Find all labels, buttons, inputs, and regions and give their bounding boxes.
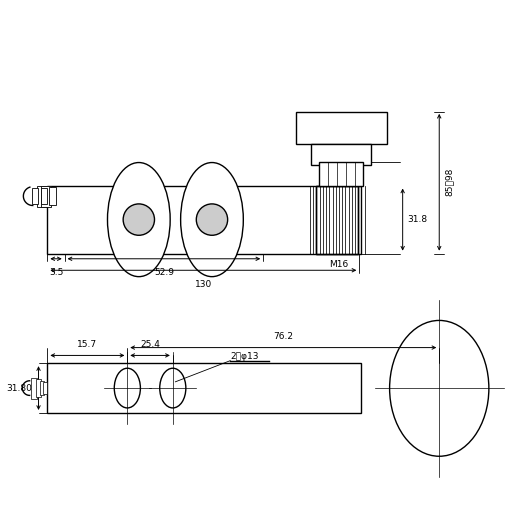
Bar: [43, 382, 47, 394]
Ellipse shape: [390, 320, 489, 456]
Bar: [319, 162, 364, 186]
Text: 25.4: 25.4: [140, 340, 160, 349]
Bar: [41, 186, 50, 206]
Bar: [37, 186, 47, 206]
Text: 3.5: 3.5: [49, 268, 63, 277]
Text: 130: 130: [195, 280, 212, 289]
Bar: [40, 381, 44, 395]
Bar: [47, 186, 361, 253]
Text: 85～98: 85～98: [444, 168, 453, 196]
Text: 31.8: 31.8: [407, 215, 427, 224]
Ellipse shape: [107, 163, 170, 277]
Bar: [47, 363, 361, 413]
Bar: [316, 186, 358, 253]
Text: 15.7: 15.7: [78, 340, 97, 349]
Ellipse shape: [160, 368, 186, 408]
Text: 52.9: 52.9: [154, 268, 174, 277]
Ellipse shape: [123, 204, 155, 235]
Bar: [36, 379, 41, 398]
Ellipse shape: [114, 368, 140, 408]
Bar: [316, 186, 358, 253]
Bar: [32, 188, 38, 204]
Ellipse shape: [181, 163, 243, 277]
Bar: [49, 187, 56, 205]
Text: 76.2: 76.2: [273, 332, 293, 341]
Bar: [40, 188, 47, 204]
Ellipse shape: [196, 204, 228, 235]
Bar: [31, 378, 37, 399]
Text: 31.80: 31.80: [6, 383, 32, 393]
Bar: [296, 112, 387, 144]
Bar: [311, 144, 371, 165]
Text: 2－φ13: 2－φ13: [230, 352, 259, 361]
Bar: [316, 186, 358, 253]
Text: M16: M16: [329, 260, 348, 269]
